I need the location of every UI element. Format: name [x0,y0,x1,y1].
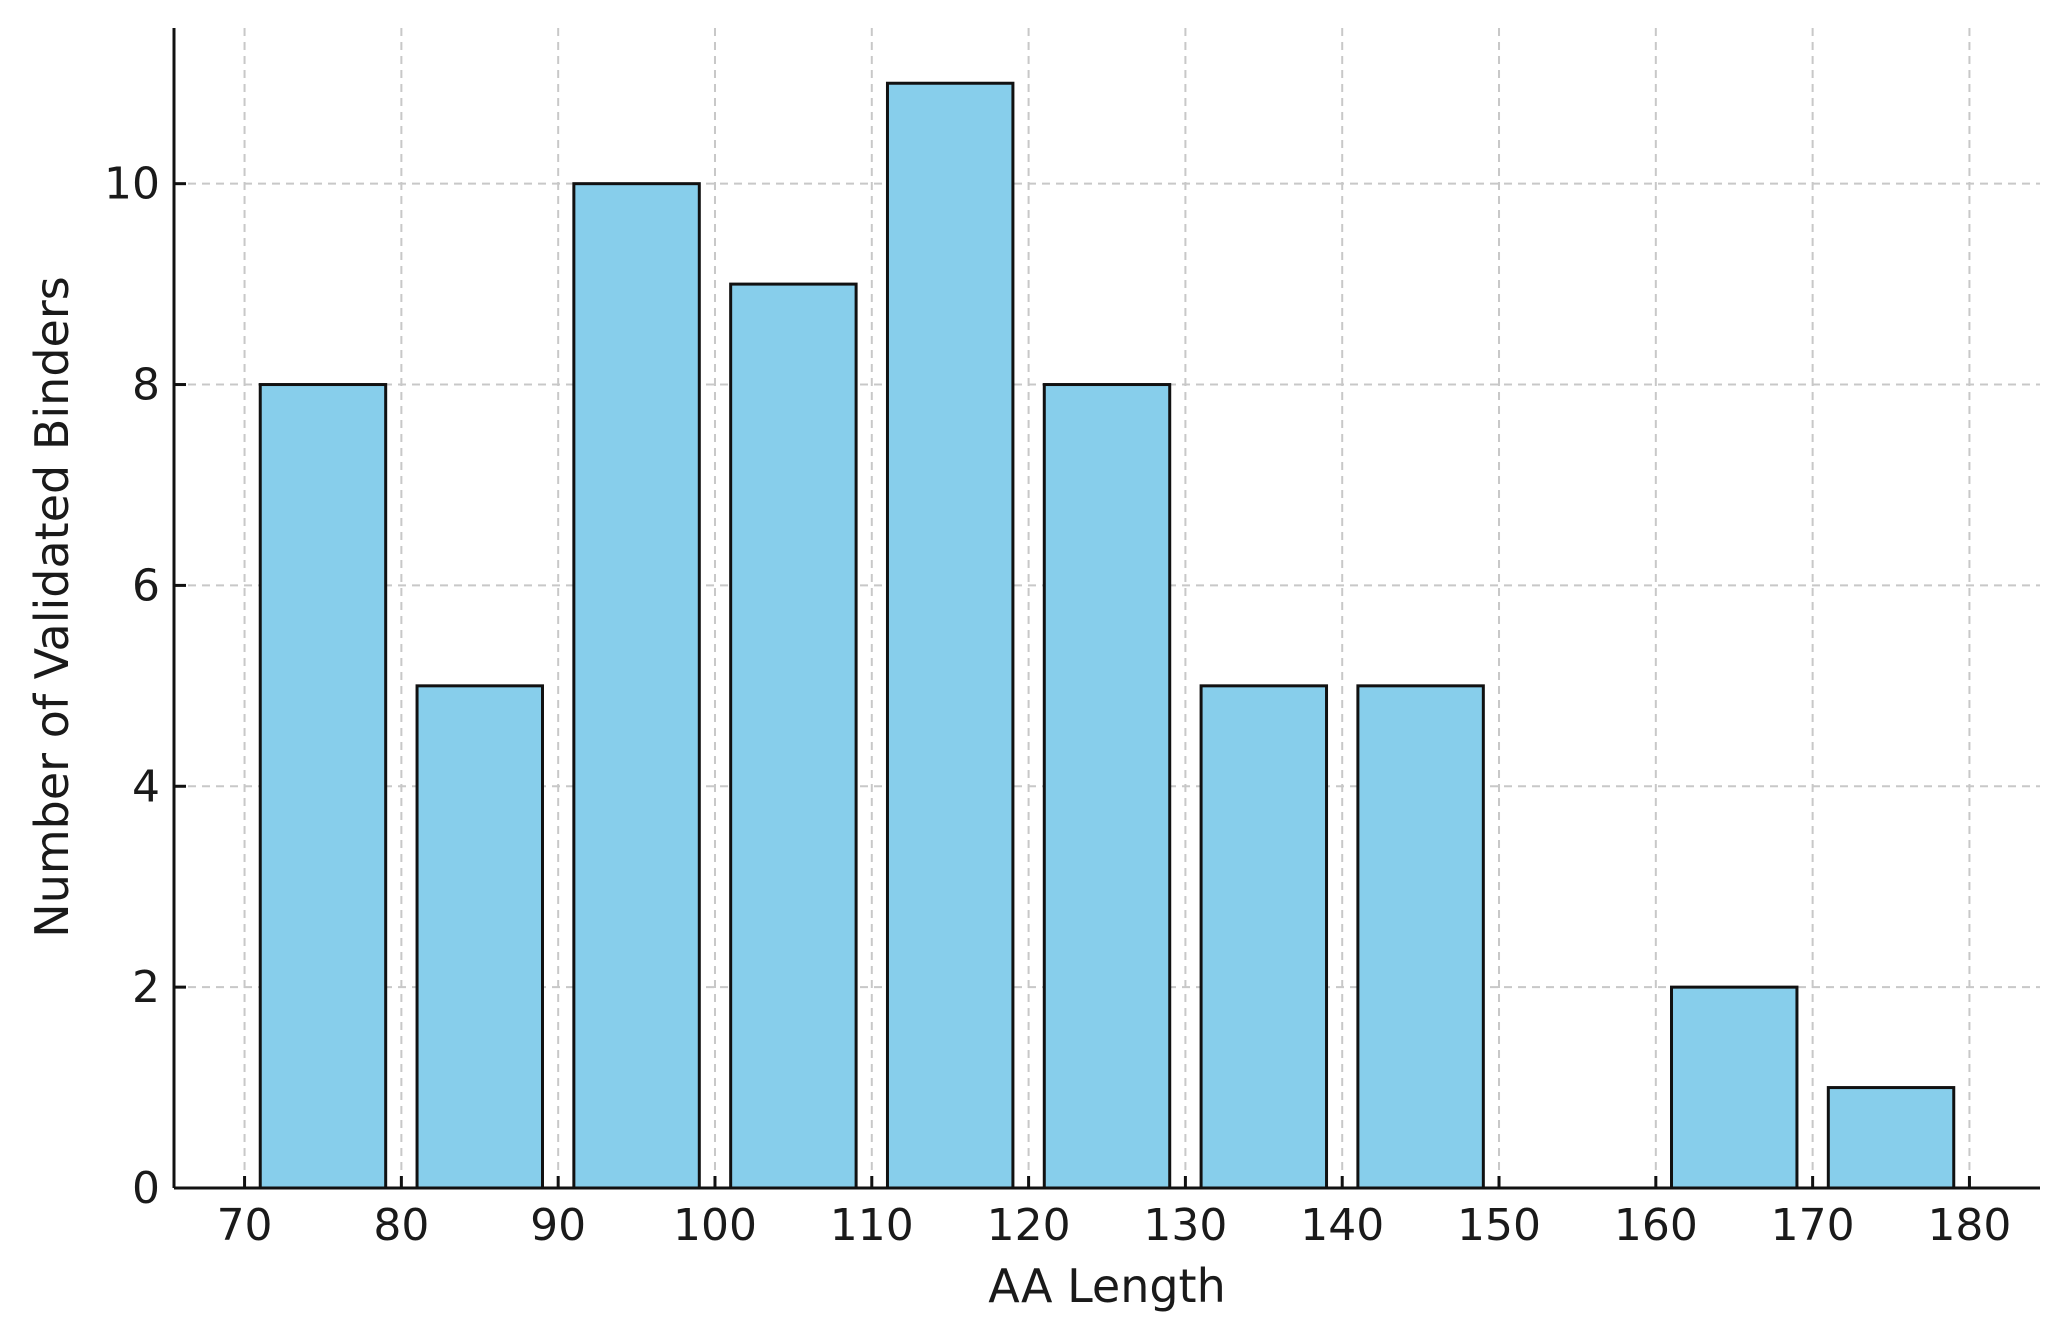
x-tick-label: 170 [1771,1200,1855,1251]
x-tick-label: 180 [1927,1200,2011,1251]
y-tick-label: 6 [132,560,160,611]
x-tick-label: 90 [530,1200,586,1251]
bar [885,81,1015,1190]
x-tick-label: 110 [830,1200,914,1251]
y-tick-label: 4 [132,761,160,812]
y-tick-label: 2 [132,962,160,1013]
y-axis-label: Number of Validated Binders [25,276,79,937]
x-axis-label: AA Length [988,1259,1226,1313]
x-tick-label: 140 [1300,1200,1384,1251]
bar [729,282,858,1190]
x-tick-label: 130 [1143,1200,1227,1251]
bar [258,383,388,1190]
bars [258,81,1956,1190]
y-ticks: 0 2 4 6 8 10 [104,159,186,1214]
bar [415,684,544,1190]
y-tick-label: 10 [104,159,160,210]
y-tick-label: 0 [132,1163,160,1214]
x-tick-label: 120 [987,1200,1071,1251]
x-tick-label: 150 [1457,1200,1541,1251]
x-tick-label: 70 [217,1200,273,1251]
bar [1826,1086,1956,1190]
x-tick-label: 160 [1614,1200,1698,1251]
bar [1199,684,1329,1190]
y-tick-label: 8 [132,360,160,411]
bar [572,182,701,1190]
bar [1356,684,1485,1190]
x-tick-label: 100 [673,1200,757,1251]
x-tick-label: 80 [373,1200,429,1251]
axes [172,28,2040,1190]
bar [1670,985,1799,1190]
bar [1042,383,1172,1190]
x-ticks: 70 80 90 100 110 120 130 140 150 160 170 180 [217,1176,2011,1251]
